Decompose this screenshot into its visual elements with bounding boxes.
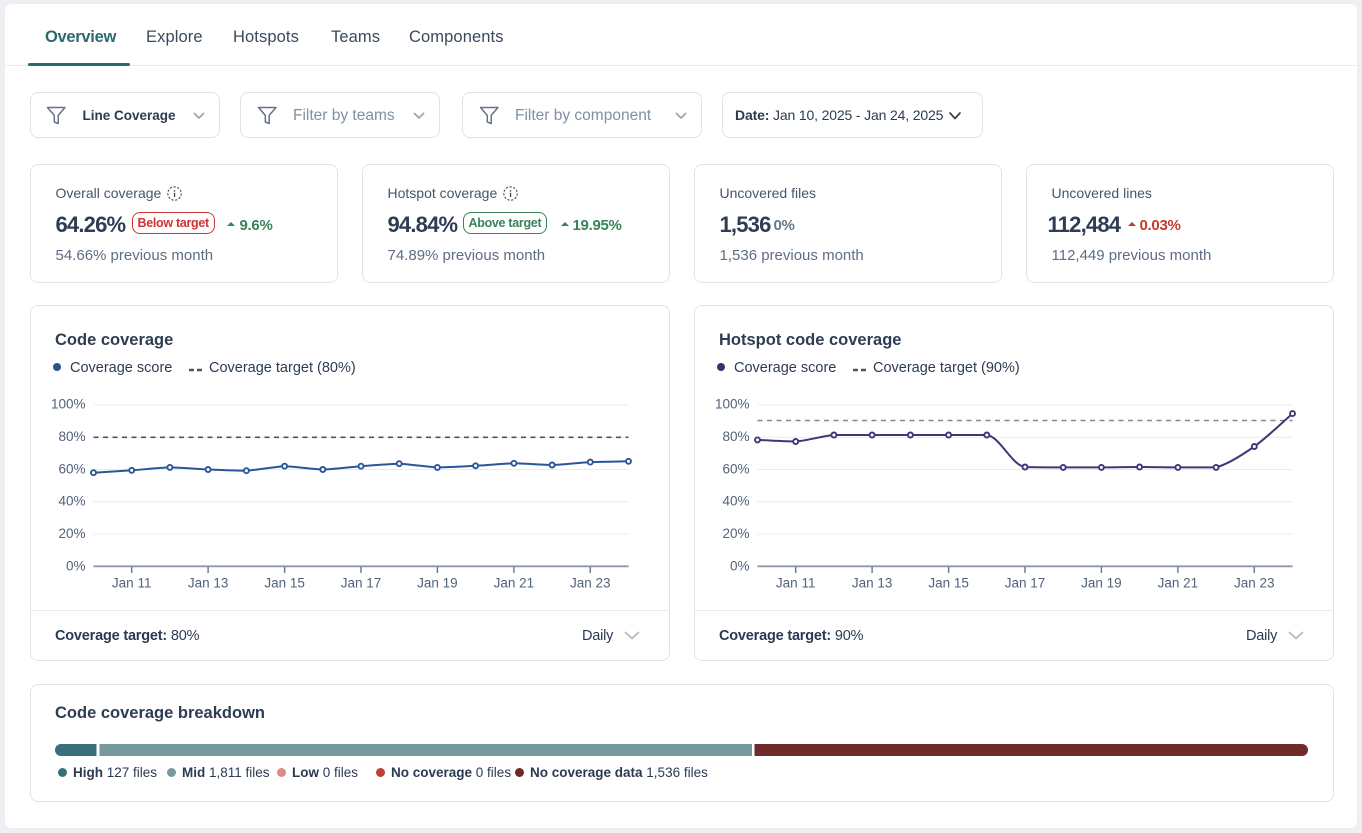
- svg-text:20%: 20%: [58, 526, 85, 541]
- svg-text:100%: 100%: [714, 397, 749, 412]
- svg-text:Jan 21: Jan 21: [1157, 576, 1198, 591]
- svg-text:Jan 21: Jan 21: [493, 576, 534, 591]
- svg-text:Jan 13: Jan 13: [187, 576, 228, 591]
- svg-text:40%: 40%: [58, 494, 85, 509]
- svg-text:Jan 17: Jan 17: [340, 576, 381, 591]
- svg-text:80%: 80%: [722, 429, 749, 444]
- svg-text:20%: 20%: [722, 526, 749, 541]
- svg-text:60%: 60%: [58, 462, 85, 477]
- svg-text:Jan 11: Jan 11: [775, 576, 815, 591]
- svg-text:60%: 60%: [722, 462, 749, 477]
- svg-text:Jan 23: Jan 23: [1234, 576, 1275, 591]
- svg-text:Jan 19: Jan 19: [417, 576, 458, 591]
- svg-text:Jan 19: Jan 19: [1081, 576, 1122, 591]
- svg-text:40%: 40%: [722, 494, 749, 509]
- svg-text:80%: 80%: [58, 429, 85, 444]
- svg-text:Jan 15: Jan 15: [928, 576, 969, 591]
- svg-text:Jan 13: Jan 13: [851, 576, 892, 591]
- svg-text:100%: 100%: [50, 397, 85, 412]
- svg-text:Jan 11: Jan 11: [111, 576, 151, 591]
- svg-text:Jan 15: Jan 15: [264, 576, 305, 591]
- svg-text:0%: 0%: [729, 558, 749, 573]
- svg-text:0%: 0%: [65, 558, 85, 573]
- svg-text:Jan 23: Jan 23: [570, 576, 611, 591]
- svg-text:Jan 17: Jan 17: [1004, 576, 1045, 591]
